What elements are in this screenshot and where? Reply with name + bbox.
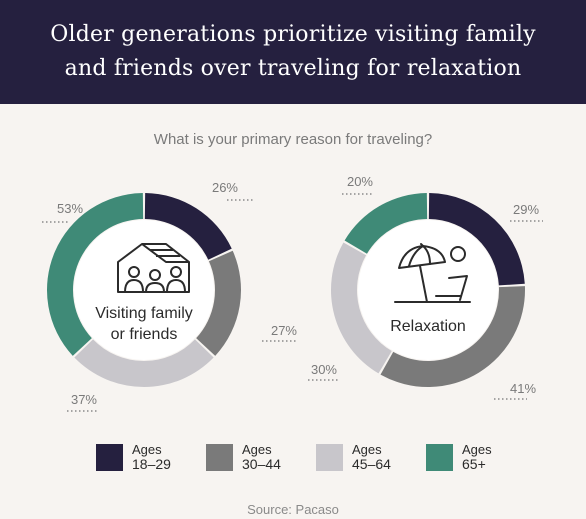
donut-2-label-1: 29% bbox=[513, 202, 539, 217]
donut-1-label-3: 37% bbox=[71, 392, 97, 407]
legend-swatch-18-29 bbox=[96, 443, 123, 471]
legend-item-65-plus: Ages 65+ bbox=[426, 442, 492, 472]
legend-label-range: 30–44 bbox=[242, 456, 281, 472]
legend-item-18-29: Ages 18–29 bbox=[96, 442, 171, 472]
donut-1-center-label-2: or friends bbox=[111, 326, 178, 343]
legend-swatch-45-64 bbox=[316, 443, 343, 471]
donut-1-slice-1 bbox=[144, 193, 232, 260]
legend-label-ages: Ages bbox=[462, 442, 492, 457]
family-house-icon bbox=[117, 243, 190, 293]
legend-swatch-65-plus bbox=[426, 443, 453, 471]
donut-2-slice-4 bbox=[344, 193, 428, 254]
donut-1-label-1: 26% bbox=[212, 180, 238, 195]
donut-2-slice-1 bbox=[428, 193, 525, 286]
donut-2-center bbox=[358, 220, 498, 360]
legend-label-ages: Ages bbox=[242, 442, 272, 457]
donut-2-center-label-1: Relaxation bbox=[390, 318, 466, 335]
title-line-1: Older generations prioritize visiting fa… bbox=[50, 22, 536, 47]
donut-2-label-2: 41% bbox=[510, 381, 536, 396]
legend-item-30-44: Ages 30–44 bbox=[206, 442, 281, 472]
chart-subtitle: What is your primary reason for travelin… bbox=[153, 131, 433, 148]
header-banner: Older generations prioritize visiting fa… bbox=[0, 0, 586, 104]
donut-2-slice-2 bbox=[380, 286, 525, 387]
source-note: Source: Pacaso bbox=[247, 502, 339, 517]
legend-label-range: 18–29 bbox=[132, 456, 171, 472]
donut-1-label-2: 27% bbox=[271, 323, 297, 338]
title-line-2: and friends over traveling for relaxatio… bbox=[64, 56, 522, 81]
legend-label-range: 65+ bbox=[462, 456, 486, 472]
legend-label-ages: Ages bbox=[352, 442, 382, 457]
donut-1-label-4: 53% bbox=[57, 201, 83, 216]
donut-2-slice-3 bbox=[330, 242, 392, 374]
legend-swatch-30-44 bbox=[206, 443, 233, 471]
legend: Ages 18–29 Ages 30–44 Ages 45–64 Ages 65… bbox=[96, 442, 536, 476]
legend-label-ages: Ages bbox=[132, 442, 162, 457]
donut-1-slice-2 bbox=[196, 250, 241, 356]
legend-item-45-64: Ages 45–64 bbox=[316, 442, 391, 472]
beach-umbrella-icon bbox=[394, 243, 471, 303]
legend-label-range: 45–64 bbox=[352, 456, 391, 472]
donut-1-slice-3 bbox=[74, 339, 214, 387]
donut-2-label-3: 30% bbox=[311, 362, 337, 377]
donut-2-label-4: 20% bbox=[347, 174, 373, 189]
donut-1-slice-4 bbox=[46, 193, 144, 356]
donut-1-center-label-1: Visiting family bbox=[95, 305, 193, 322]
